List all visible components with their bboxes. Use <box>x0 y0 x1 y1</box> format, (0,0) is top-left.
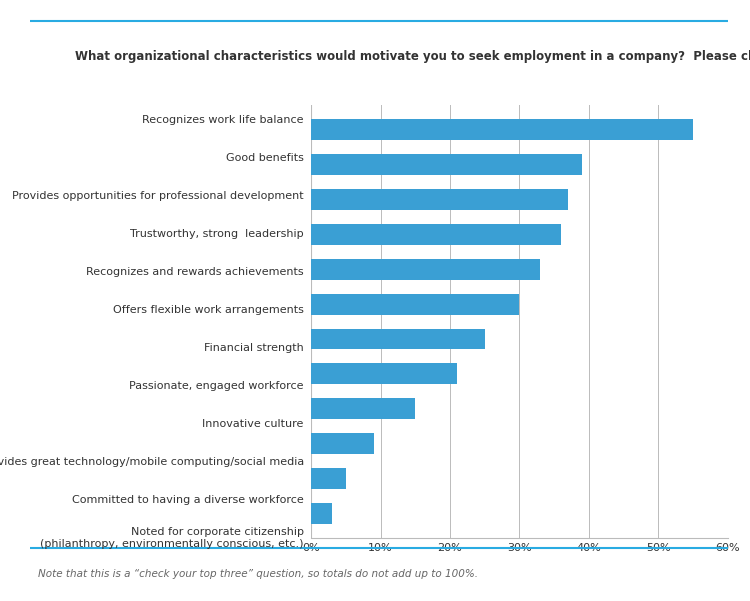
Text: Offers flexible work arrangements: Offers flexible work arrangements <box>112 305 304 315</box>
Bar <box>311 364 457 385</box>
Text: Noted for corporate citizenship
(philanthropy, environmentally conscious, etc.): Noted for corporate citizenship (philant… <box>40 527 304 549</box>
Bar <box>311 258 540 279</box>
Bar <box>311 294 519 314</box>
Bar <box>311 224 561 245</box>
Text: What organizational characteristics would motivate you to seek employment in a c: What organizational characteristics woul… <box>75 50 750 63</box>
Text: Committed to having a diverse workforce: Committed to having a diverse workforce <box>72 495 304 505</box>
Text: Trustworthy, strong  leadership: Trustworthy, strong leadership <box>130 229 304 239</box>
Text: Passionate, engaged workforce: Passionate, engaged workforce <box>129 381 304 391</box>
Text: Financial strength: Financial strength <box>204 343 304 353</box>
Text: Note that this is a “check your top three” question, so totals do not add up to : Note that this is a “check your top thre… <box>38 569 478 579</box>
Text: Good benefits: Good benefits <box>226 153 304 163</box>
Bar <box>311 468 346 489</box>
Bar <box>311 119 693 140</box>
Bar <box>311 154 582 175</box>
Bar <box>311 329 484 349</box>
Bar <box>311 398 416 419</box>
Text: Recognizes and rewards achievements: Recognizes and rewards achievements <box>86 267 304 277</box>
Text: Provides great technology/mobile computing/social media: Provides great technology/mobile computi… <box>0 457 304 467</box>
Bar <box>311 189 568 210</box>
Bar <box>311 433 374 454</box>
Text: Provides opportunities for professional development: Provides opportunities for professional … <box>12 191 304 201</box>
Bar <box>311 503 332 524</box>
Text: Innovative culture: Innovative culture <box>202 419 304 429</box>
Text: Recognizes work life balance: Recognizes work life balance <box>142 115 304 126</box>
